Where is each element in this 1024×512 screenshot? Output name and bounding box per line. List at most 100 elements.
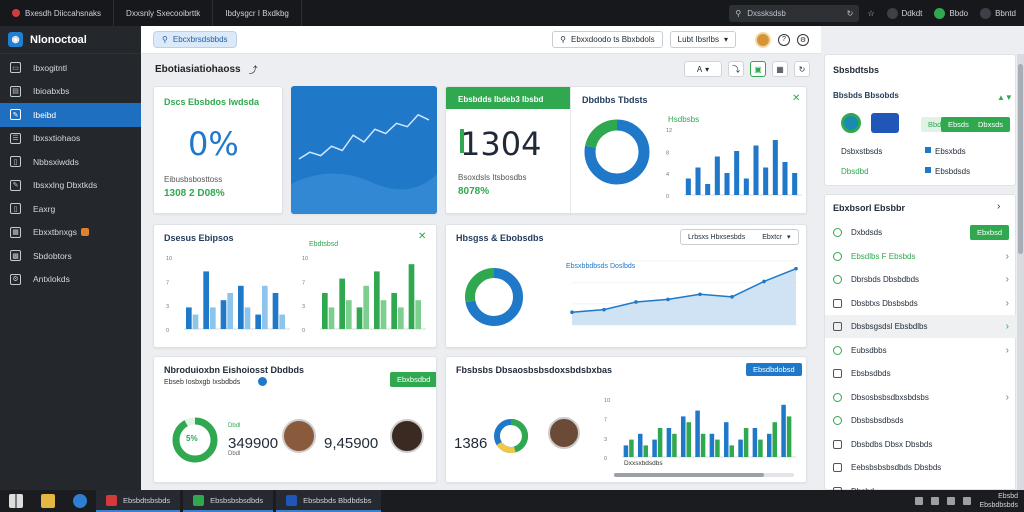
bar — [772, 140, 778, 195]
right-list-item[interactable]: Dxbdsds Ebxbsd — [825, 221, 1017, 244]
view-select[interactable]: Lubt Ibsrlbs ▾ — [669, 31, 736, 48]
list-action-button[interactable]: Ebxbsd — [969, 225, 1009, 240]
image-icon[interactable]: ▣ — [750, 61, 766, 77]
avatar[interactable] — [282, 419, 316, 453]
settings-icon[interactable]: ⚙ — [797, 33, 809, 46]
circle-icon — [833, 275, 842, 284]
sidebar-item-2[interactable]: ✎ Ibeibd — [0, 103, 141, 127]
star-icon[interactable]: ☆ — [867, 8, 875, 18]
battery-icon[interactable] — [947, 497, 956, 505]
profile-1[interactable]: Ddkdt — [886, 7, 922, 19]
right-list-item[interactable]: Dbsbdbs Dbsx Dbsbds — [825, 433, 1017, 456]
chevron-right-icon: › — [1005, 274, 1009, 285]
card1-button-3[interactable]: Dbxsds — [971, 117, 1011, 132]
browser-icon[interactable] — [73, 494, 87, 508]
sidebar-item-3[interactable]: ☰ Ibxsxtiohaos — [0, 127, 141, 151]
select-label: Lrbsxs Hbxsesbds — [688, 233, 746, 241]
view-menu-button[interactable]: A ▾ — [684, 61, 722, 77]
right-list-item[interactable]: Eebsbsbsbsdbds Dbsbds — [825, 456, 1017, 479]
right-card-1: Sbsbdtsbs Bbsbds Bbsobds ▲▼ Bbd Ebsds Db… — [824, 54, 1016, 186]
avatar[interactable] — [390, 419, 424, 453]
search-pill[interactable]: ⚲ Ebcxbrsdsbbds — [153, 31, 237, 48]
horizontal-scrollbar[interactable] — [614, 473, 794, 477]
sidebar-brand[interactable]: ◉ Nlonoctoal — [0, 26, 141, 54]
card1-button-2[interactable]: Ebsds — [941, 117, 976, 132]
bar — [781, 404, 786, 457]
right-list-item[interactable]: Dbsbsbsdbsds — [825, 409, 1017, 432]
gallery-icon[interactable]: ▦ — [772, 61, 788, 77]
bar — [705, 184, 711, 195]
browser-tab-2[interactable]: Dxxsnly Sxecooibrttk — [114, 0, 214, 26]
sync-icon[interactable]: ↻ — [846, 8, 854, 18]
filter-select[interactable]: ⚲ Ebxxdoodo ts Bbxbdols — [552, 31, 663, 48]
network-icon[interactable] — [915, 497, 924, 505]
folder-icon[interactable] — [41, 494, 55, 508]
app-logo-icon[interactable] — [841, 113, 861, 133]
taskbar-app-1[interactable]: Ebsbdtsbsbds — [96, 490, 181, 512]
scrollbar-thumb[interactable] — [614, 473, 764, 477]
right-list-item[interactable]: Dbrsbds Dbsbdbds › — [825, 268, 1017, 291]
clock[interactable]: Ebsbd Ebsbdbsbds — [979, 492, 1018, 510]
folder-icon: ▯ — [10, 156, 21, 168]
card5-filter-select[interactable]: Lrbsxs Hbxsesbds Ebxtcr ▾ — [680, 229, 799, 245]
close-icon[interactable]: ✕ — [792, 93, 801, 104]
pin-icon[interactable]: ⤴ — [248, 64, 258, 75]
list-item-label: Dbsbsbsdbsds — [851, 416, 904, 425]
browser-tab-1[interactable]: Bxesdh Diiccahsnaks — [0, 0, 115, 26]
bar — [657, 428, 663, 457]
profile-3[interactable]: Bbntd — [980, 7, 1016, 19]
refresh-icon[interactable]: ↻ — [794, 61, 810, 77]
card6-action-button[interactable]: Ebxbsdbd — [390, 372, 436, 387]
bar — [643, 445, 649, 457]
metric-value-b: 9,45900 — [324, 435, 379, 452]
volume-icon[interactable] — [931, 497, 940, 505]
right-list-item[interactable]: Ebsdlbs F Ebsbds › — [825, 245, 1017, 268]
pin-icon[interactable]: ⤵ — [728, 61, 744, 77]
start-icon[interactable] — [9, 494, 23, 508]
collapse-icon[interactable]: ▲▼ — [997, 93, 1013, 102]
folder-icon: ▯ — [10, 203, 21, 215]
browser-tab-3[interactable]: Ibdysgcr I Bxdkbg — [213, 0, 302, 26]
sidebar-item-8[interactable]: ▩ Sbdobtors — [0, 244, 141, 268]
kpi-value: 0% — [188, 125, 239, 163]
sidebar-item-4[interactable]: ▯ Nbbsxiwdds — [0, 150, 141, 174]
bar — [685, 178, 691, 195]
browser-search[interactable]: ⚲ Dxssksdsb ↻ — [729, 4, 860, 22]
taskbar-app-2[interactable]: Ebsbsbsbsdbds — [183, 490, 274, 512]
chevron-right-icon[interactable]: › — [997, 201, 1001, 212]
chevron-down-icon: ▾ — [705, 64, 710, 74]
grid-app-icon[interactable] — [871, 113, 899, 133]
chevron-right-icon: › — [1005, 344, 1009, 356]
sidebar-item-0[interactable]: ▭ Ibxogitntl — [0, 56, 141, 80]
browser-topbar: Bxesdh Diiccahsnaks Dxxsnly Sxecooibrttk… — [0, 0, 1024, 26]
sidebar-item-6[interactable]: ▯ Eaxrg — [0, 197, 141, 221]
user-avatar[interactable] — [755, 31, 771, 48]
right-list-item[interactable]: Dbsbtxs Dbsbsbds › — [825, 292, 1017, 315]
right-list-item[interactable]: Dbsosbsbsdbxsbdsbs › — [825, 386, 1017, 409]
bar — [763, 167, 769, 195]
search-icon: ⚲ — [735, 8, 742, 18]
card7-action-button[interactable]: Ebsdbdobsd — [746, 363, 802, 376]
taskbar-app-3[interactable]: Ebsbsbds Bbdbdsbs — [276, 490, 382, 512]
bar — [766, 433, 772, 457]
sidebar-item-1[interactable]: ▤ Ibioabxbs — [0, 80, 141, 104]
list-item-label: Dbsosbsbsdbxsbdsbs — [851, 392, 929, 402]
close-icon[interactable]: ✕ — [418, 231, 427, 242]
right-list-item[interactable]: Ebsbsdbds — [825, 362, 1017, 385]
monitor-icon: ▭ — [10, 62, 21, 74]
card1-row-label: Ebsxbds — [935, 147, 966, 156]
sidebar-item-5[interactable]: ✎ Ibsxxlng Dbxtkds — [0, 174, 141, 198]
y-tick-label: 0 — [302, 328, 305, 334]
scrollbar-thumb[interactable] — [1018, 64, 1023, 254]
profiles-card: Nbroduioxbn Eishoiosst Dbdbds Ebseb Iosb… — [153, 356, 437, 483]
page-scrollbar[interactable] — [1017, 54, 1024, 490]
right-list-item[interactable]: Eubsdbbs › — [825, 339, 1017, 362]
help-icon[interactable]: ? — [778, 33, 790, 46]
notification-icon[interactable] — [963, 497, 972, 505]
right-list-item[interactable]: Dbsbsgsdsl Ebsbdlbs › — [825, 315, 1017, 338]
sidebar-item-7[interactable]: ▦ Ebxxtbnxgs — [0, 221, 141, 245]
sidebar-item-9[interactable]: ⚙ Antxlokds — [0, 268, 141, 292]
app-icon — [286, 494, 298, 506]
avatar[interactable] — [548, 417, 580, 449]
profile-2[interactable]: Bbdo — [934, 7, 968, 19]
